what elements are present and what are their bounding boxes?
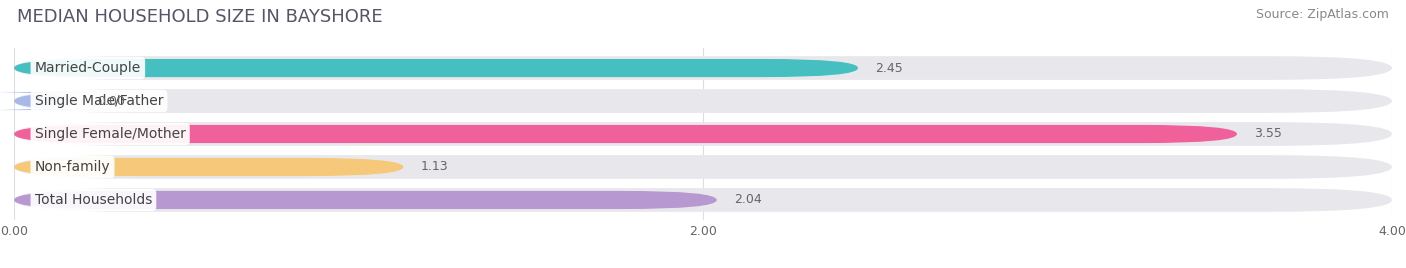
FancyBboxPatch shape [14, 125, 1237, 143]
FancyBboxPatch shape [14, 158, 404, 176]
FancyBboxPatch shape [14, 188, 1392, 212]
FancyBboxPatch shape [14, 122, 1392, 146]
Text: 2.04: 2.04 [734, 193, 762, 206]
FancyBboxPatch shape [14, 59, 858, 77]
Text: Single Male/Father: Single Male/Father [35, 94, 163, 108]
Text: 2.45: 2.45 [875, 62, 903, 75]
Text: 0.00: 0.00 [97, 95, 125, 107]
FancyBboxPatch shape [14, 155, 1392, 179]
FancyBboxPatch shape [0, 92, 108, 110]
Text: Source: ZipAtlas.com: Source: ZipAtlas.com [1256, 8, 1389, 21]
Text: 1.13: 1.13 [420, 161, 449, 173]
FancyBboxPatch shape [14, 56, 1392, 80]
Text: Non-family: Non-family [35, 160, 110, 174]
Text: MEDIAN HOUSEHOLD SIZE IN BAYSHORE: MEDIAN HOUSEHOLD SIZE IN BAYSHORE [17, 8, 382, 26]
Text: Single Female/Mother: Single Female/Mother [35, 127, 186, 141]
FancyBboxPatch shape [14, 89, 1392, 113]
FancyBboxPatch shape [14, 191, 717, 209]
Text: Married-Couple: Married-Couple [35, 61, 141, 75]
Text: Total Households: Total Households [35, 193, 152, 207]
Text: 3.55: 3.55 [1254, 128, 1282, 140]
